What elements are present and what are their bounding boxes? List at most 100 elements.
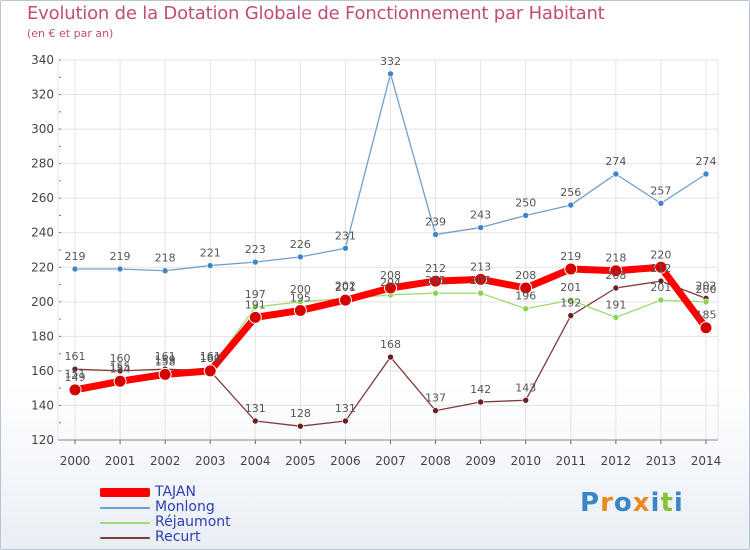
x-tick-label: 2011 (556, 454, 587, 468)
chart-subtitle: (en € et par an) (27, 27, 114, 40)
data-point (702, 170, 710, 178)
data-label: 191 (245, 298, 266, 311)
data-point (522, 212, 530, 219)
logo-letter: t (660, 488, 674, 518)
data-point (116, 367, 124, 375)
data-label: 212 (650, 262, 671, 275)
data-label: 168 (380, 338, 401, 351)
data-point (158, 367, 172, 381)
data-point (206, 262, 214, 269)
data-label: 256 (560, 186, 581, 199)
data-label: 221 (200, 247, 221, 260)
data-label: 213 (470, 260, 491, 273)
logo-letter: r (600, 488, 614, 518)
data-point (477, 289, 484, 297)
data-point (477, 398, 484, 406)
data-point (519, 281, 533, 295)
x-tick-label: 2013 (646, 454, 677, 468)
data-point (251, 303, 259, 311)
data-label: 201 (335, 281, 356, 294)
data-point (432, 231, 439, 238)
data-label: 332 (380, 55, 401, 68)
data-label: 220 (650, 248, 671, 261)
x-tick-label: 2014 (691, 454, 722, 468)
x-tick-label: 2003 (195, 454, 226, 468)
data-point (612, 314, 620, 321)
legend-item-tajan: TAJAN (100, 484, 300, 500)
y-tick-label: 120 (31, 433, 54, 447)
y-tick-label: 200 (31, 295, 54, 309)
logo-letter: P (580, 488, 601, 518)
y-tick-label: 320 (31, 88, 54, 102)
data-label: 160 (110, 352, 131, 365)
data-point (432, 289, 439, 297)
data-label: 202 (696, 279, 717, 292)
data-point (113, 374, 127, 388)
data-label: 196 (515, 290, 536, 303)
y-tick-label: 180 (31, 329, 54, 343)
data-label: 200 (290, 283, 311, 296)
x-tick-label: 2012 (601, 454, 632, 468)
data-label: 212 (425, 262, 446, 275)
y-tick-label: 160 (31, 364, 54, 378)
data-label: 274 (696, 155, 717, 168)
data-point (654, 260, 668, 274)
data-point (338, 293, 352, 307)
x-tick-label: 2008 (420, 454, 451, 468)
data-point (251, 258, 259, 266)
x-tick-label: 2010 (510, 454, 541, 468)
data-label: 131 (245, 402, 266, 415)
legend-swatch-monlong (100, 507, 150, 509)
data-label: 243 (470, 209, 491, 222)
data-point (612, 284, 620, 292)
data-label: 143 (515, 381, 536, 394)
data-point (251, 417, 259, 425)
data-label: 160 (200, 352, 221, 365)
data-label: 219 (65, 250, 86, 263)
x-tick-label: 2009 (465, 454, 496, 468)
data-label: 250 (515, 196, 536, 209)
data-point (248, 310, 262, 324)
data-point (342, 417, 349, 425)
legend-item-monlong: Monlong (100, 499, 300, 515)
data-point (609, 264, 623, 278)
logo-letter: x (632, 488, 651, 518)
data-label: 195 (290, 291, 311, 304)
data-label: 219 (110, 250, 131, 263)
data-label: 155 (110, 361, 131, 374)
data-label: 161 (65, 350, 86, 363)
data-label: 257 (650, 184, 671, 197)
y-tick-label: 140 (31, 398, 54, 412)
data-label: 208 (380, 269, 401, 282)
legend-item-rejaumont: Réjaumont (100, 514, 300, 530)
data-point (702, 298, 710, 306)
data-point (564, 262, 578, 276)
chart-title: Evolution de la Dotation Globale de Fonc… (27, 3, 605, 24)
data-point (612, 170, 620, 178)
x-tick-label: 2005 (285, 454, 316, 468)
data-point (567, 296, 575, 304)
data-label: 154 (110, 362, 131, 375)
data-label: 192 (560, 297, 581, 310)
data-point (567, 312, 575, 319)
data-label: 200 (696, 283, 717, 296)
data-label: 274 (605, 155, 626, 168)
data-point (71, 365, 79, 373)
data-point (699, 321, 713, 335)
data-point (384, 281, 397, 295)
legend-item-recurt: Recurt (100, 529, 300, 545)
data-label: 219 (560, 250, 581, 263)
data-label: 137 (425, 392, 446, 405)
data-point (68, 383, 82, 397)
data-point (293, 303, 307, 317)
data-label: 231 (335, 229, 356, 242)
logo-letter: i (673, 488, 684, 518)
series-monlong (71, 70, 710, 275)
data-label: 158 (155, 355, 176, 368)
y-tick-label: 260 (31, 191, 54, 205)
data-point (161, 267, 169, 275)
data-label: 239 (425, 215, 446, 228)
data-label: 159 (155, 354, 176, 367)
